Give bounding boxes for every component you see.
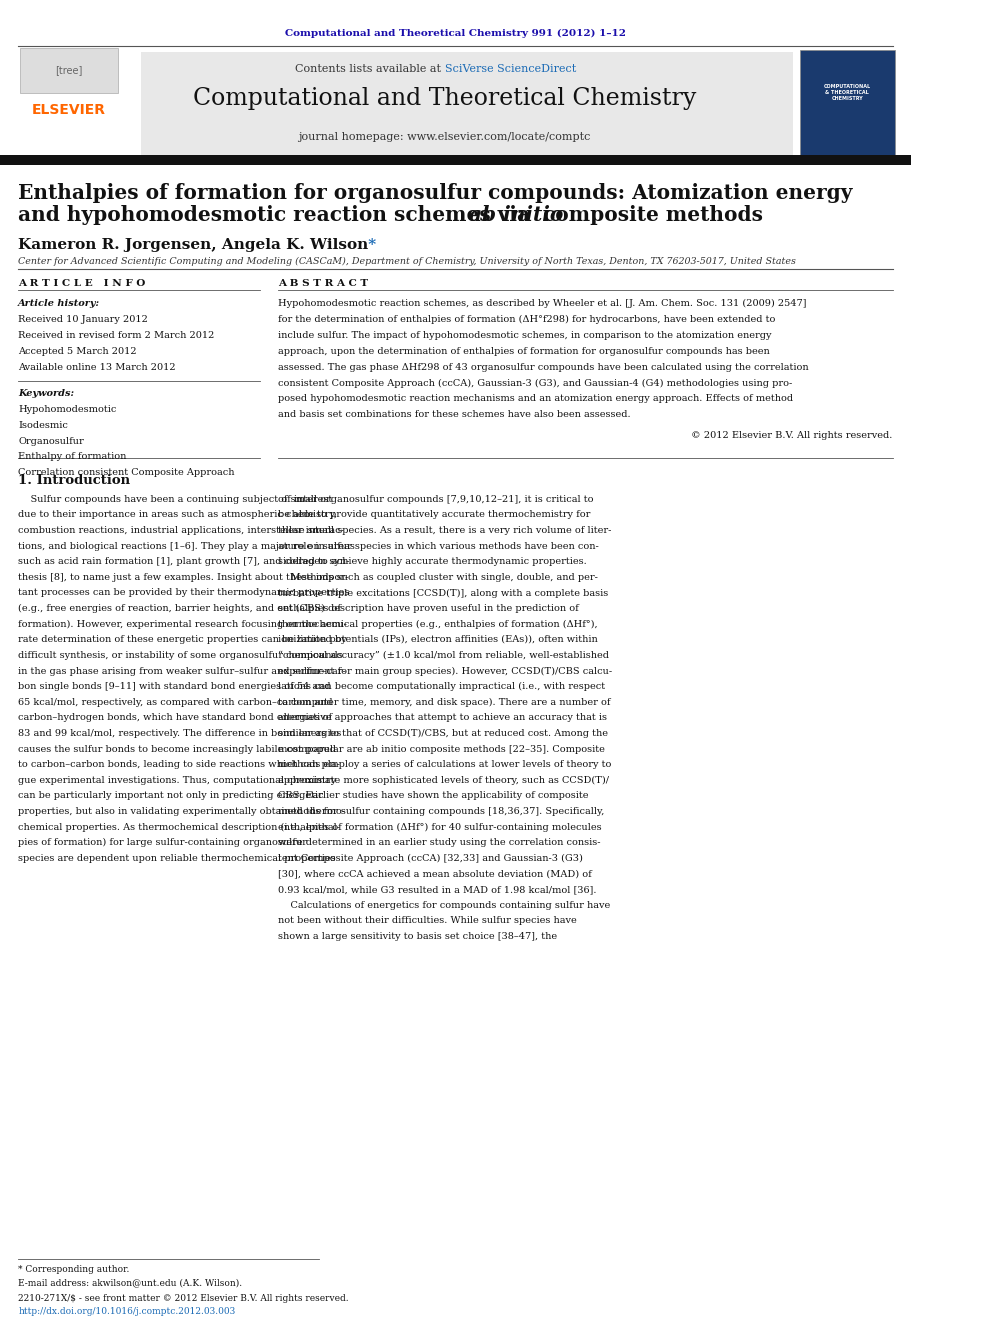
Text: Received in revised form 2 March 2012: Received in revised form 2 March 2012: [18, 331, 214, 340]
Text: shown a large sensitivity to basis set choice [38–47], the: shown a large sensitivity to basis set c…: [278, 931, 557, 941]
Text: [tree]: [tree]: [56, 65, 83, 75]
Text: Calculations of energetics for compounds containing sulfur have: Calculations of energetics for compounds…: [278, 901, 610, 910]
Text: approach, upon the determination of enthalpies of formation for organosulfur com: approach, upon the determination of enth…: [278, 347, 770, 356]
Text: Hypohomodesmotic: Hypohomodesmotic: [18, 405, 117, 414]
Text: set (CBS) description have proven useful in the prediction of: set (CBS) description have proven useful…: [278, 605, 578, 613]
Text: sidered to achieve highly accurate thermodynamic properties.: sidered to achieve highly accurate therm…: [278, 557, 586, 566]
Bar: [20, 48, 118, 93]
Text: alternative approaches that attempt to achieve an accuracy that is: alternative approaches that attempt to a…: [278, 713, 607, 722]
Text: were determined in an earlier study using the correlation consis-: were determined in an earlier study usin…: [278, 839, 600, 847]
Text: Organosulfur: Organosulfur: [18, 437, 84, 446]
Text: properties, but also in validating experimentally obtained thermo-: properties, but also in validating exper…: [18, 807, 345, 816]
Text: A R T I C L E   I N F O: A R T I C L E I N F O: [18, 279, 146, 288]
Text: journal homepage: www.elsevier.com/locate/comptc: journal homepage: www.elsevier.com/locat…: [299, 132, 591, 143]
Text: tions, and biological reactions [1–6]. They play a major role in areas: tions, and biological reactions [1–6]. T…: [18, 541, 355, 550]
Text: COMPUTATIONAL
& THEORETICAL
CHEMISTRY: COMPUTATIONAL & THEORETICAL CHEMISTRY: [823, 85, 871, 101]
Text: http://dx.doi.org/10.1016/j.comptc.2012.03.003: http://dx.doi.org/10.1016/j.comptc.2012.…: [18, 1307, 235, 1316]
Text: SciVerse ScienceDirect: SciVerse ScienceDirect: [444, 64, 575, 74]
Text: rate determination of these energetic properties can be limited by: rate determination of these energetic pr…: [18, 635, 347, 644]
Text: Accepted 5 March 2012: Accepted 5 March 2012: [18, 347, 137, 356]
Text: methods employ a series of calculations at lower levels of theory to: methods employ a series of calculations …: [278, 761, 611, 769]
Text: combustion reactions, industrial applications, interstellar interac-: combustion reactions, industrial applica…: [18, 527, 344, 534]
Text: Center for Advanced Scientific Computing and Modeling (CASCaM), Department of Ch: Center for Advanced Scientific Computing…: [18, 257, 797, 266]
Text: such as acid rain formation [1], plant growth [7], and collagen syn-: such as acid rain formation [1], plant g…: [18, 557, 349, 566]
Text: Computational and Theoretical Chemistry: Computational and Theoretical Chemistry: [192, 87, 696, 110]
Text: ELSEVIER: ELSEVIER: [32, 103, 106, 118]
Text: assessed. The gas phase ΔHf298 of 43 organosulfur compounds have been calculated: assessed. The gas phase ΔHf298 of 43 org…: [278, 363, 808, 372]
Text: Keywords:: Keywords:: [18, 389, 74, 398]
Text: causes the sulfur bonds to become increasingly labile compared: causes the sulfur bonds to become increa…: [18, 745, 336, 754]
Text: Available online 13 March 2012: Available online 13 March 2012: [18, 363, 176, 372]
Text: thesis [8], to name just a few examples. Insight about these impor-: thesis [8], to name just a few examples.…: [18, 573, 348, 582]
Text: consistent Composite Approach (ccCA), Gaussian-3 (G3), and Gaussian-4 (G4) metho: consistent Composite Approach (ccCA), Ga…: [278, 378, 793, 388]
Text: [30], where ccCA achieved a mean absolute deviation (MAD) of: [30], where ccCA achieved a mean absolut…: [278, 869, 591, 878]
Text: due to their importance in areas such as atmospheric chemistry,: due to their importance in areas such as…: [18, 511, 337, 520]
Text: in the gas phase arising from weaker sulfur–sulfur and sulfur–car-: in the gas phase arising from weaker sul…: [18, 667, 346, 676]
Text: enthalpies of formation (ΔHf°) for 40 sulfur-containing molecules: enthalpies of formation (ΔHf°) for 40 su…: [278, 823, 601, 832]
Text: include sulfur. The impact of hypohomodesmotic schemes, in comparison to the ato: include sulfur. The impact of hypohomode…: [278, 331, 772, 340]
Text: of small organosulfur compounds [7,9,10,12–21], it is critical to: of small organosulfur compounds [7,9,10,…: [278, 495, 593, 504]
Bar: [0, 155, 911, 165]
Text: and hypohomodesmotic reaction schemes via: and hypohomodesmotic reaction schemes vi…: [18, 205, 538, 225]
Text: and basis set combinations for these schemes have also been assessed.: and basis set combinations for these sch…: [278, 410, 631, 419]
Text: CBS. Earlier studies have shown the applicability of composite: CBS. Earlier studies have shown the appl…: [278, 791, 588, 800]
Text: methods for sulfur containing compounds [18,36,37]. Specifically,: methods for sulfur containing compounds …: [278, 807, 604, 816]
Text: species are dependent upon reliable thermochemical properties: species are dependent upon reliable ther…: [18, 853, 336, 863]
Text: lations can become computationally impractical (i.e., with respect: lations can become computationally impra…: [278, 683, 605, 691]
Text: Methods such as coupled cluster with single, double, and per-: Methods such as coupled cluster with sin…: [278, 573, 598, 582]
Text: Article history:: Article history:: [18, 299, 100, 308]
Text: Enthalpy of formation: Enthalpy of formation: [18, 452, 127, 462]
Text: formation). However, experimental research focusing on the accu-: formation). However, experimental resear…: [18, 619, 347, 628]
Text: Computational and Theoretical Chemistry 991 (2012) 1–12: Computational and Theoretical Chemistry …: [285, 29, 626, 38]
Text: Kameron R. Jorgensen, Angela K. Wilson: Kameron R. Jorgensen, Angela K. Wilson: [18, 238, 368, 253]
Text: these small species. As a result, there is a very rich volume of liter-: these small species. As a result, there …: [278, 527, 611, 534]
Text: © 2012 Elsevier B.V. All rights reserved.: © 2012 Elsevier B.V. All rights reserved…: [691, 431, 893, 441]
Text: * Corresponding author.: * Corresponding author.: [18, 1265, 130, 1274]
Text: (e.g., free energies of reaction, barrier heights, and enthalpies of: (e.g., free energies of reaction, barrie…: [18, 605, 341, 613]
Text: not been without their difficulties. While sulfur species have: not been without their difficulties. Whi…: [278, 917, 576, 925]
Text: tant processes can be provided by their thermodynamic properties: tant processes can be provided by their …: [18, 589, 349, 598]
Text: Sulfur compounds have been a continuing subject of interest: Sulfur compounds have been a continuing …: [18, 495, 332, 504]
Bar: [141, 52, 793, 155]
Text: can be particularly important not only in predicting energetic: can be particularly important not only i…: [18, 791, 323, 800]
Text: difficult synthesis, or instability of some organosulfur compounds: difficult synthesis, or instability of s…: [18, 651, 343, 660]
Text: ionization potentials (IPs), electron affinities (EAs)), often within: ionization potentials (IPs), electron af…: [278, 635, 597, 644]
Text: be able to provide quantitatively accurate thermochemistry for: be able to provide quantitatively accura…: [278, 511, 590, 520]
Text: gue experimental investigations. Thus, computational chemistry: gue experimental investigations. Thus, c…: [18, 775, 336, 785]
Text: thermochemical properties (e.g., enthalpies of formation (ΔHf°),: thermochemical properties (e.g., enthalp…: [278, 619, 597, 628]
Text: turbative triple excitations [CCSD(T)], along with a complete basis: turbative triple excitations [CCSD(T)], …: [278, 589, 608, 598]
Text: ature on sulfur species in which various methods have been con-: ature on sulfur species in which various…: [278, 541, 598, 550]
Text: carbon–hydrogen bonds, which have standard bond energies of: carbon–hydrogen bonds, which have standa…: [18, 713, 332, 722]
Text: for the determination of enthalpies of formation (ΔH°f298) for hydrocarbons, hav: for the determination of enthalpies of f…: [278, 315, 775, 324]
Text: A B S T R A C T: A B S T R A C T: [278, 279, 368, 288]
Text: 1. Introduction: 1. Introduction: [18, 474, 130, 487]
Text: *: *: [363, 238, 376, 253]
Text: tent Composite Approach (ccCA) [32,33] and Gaussian-3 (G3): tent Composite Approach (ccCA) [32,33] a…: [278, 853, 582, 863]
Text: 65 kcal/mol, respectively, as compared with carbon–carbon and: 65 kcal/mol, respectively, as compared w…: [18, 697, 333, 706]
Text: Received 10 January 2012: Received 10 January 2012: [18, 315, 148, 324]
Bar: [800, 50, 895, 156]
Text: to carbon–carbon bonds, leading to side reactions which can pla-: to carbon–carbon bonds, leading to side …: [18, 761, 340, 769]
Text: posed hypohomodesmotic reaction mechanisms and an atomization energy approach. E: posed hypohomodesmotic reaction mechanis…: [278, 394, 793, 404]
Text: 0.93 kcal/mol, while G3 resulted in a MAD of 1.98 kcal/mol [36].: 0.93 kcal/mol, while G3 resulted in a MA…: [278, 885, 596, 894]
Text: “chemical accuracy” (±1.0 kcal/mol from reliable, well-established: “chemical accuracy” (±1.0 kcal/mol from …: [278, 651, 609, 660]
Text: to computer time, memory, and disk space). There are a number of: to computer time, memory, and disk space…: [278, 697, 610, 706]
Text: Isodesmic: Isodesmic: [18, 421, 68, 430]
Text: most popular are ab initio composite methods [22–35]. Composite: most popular are ab initio composite met…: [278, 745, 605, 754]
Text: 2210-271X/$ - see front matter © 2012 Elsevier B.V. All rights reserved.: 2210-271X/$ - see front matter © 2012 El…: [18, 1294, 349, 1303]
Text: ab initio: ab initio: [469, 205, 563, 225]
Text: Contents lists available at: Contents lists available at: [295, 64, 444, 74]
Text: E-mail address: akwilson@unt.edu (A.K. Wilson).: E-mail address: akwilson@unt.edu (A.K. W…: [18, 1278, 242, 1287]
Text: approximate more sophisticated levels of theory, such as CCSD(T)/: approximate more sophisticated levels of…: [278, 775, 609, 785]
Text: composite methods: composite methods: [536, 205, 763, 225]
Text: chemical properties. As thermochemical description (i.e., enthal-: chemical properties. As thermochemical d…: [18, 823, 340, 832]
Text: bon single bonds [9–11] with standard bond energies of 54 and: bon single bonds [9–11] with standard bo…: [18, 683, 331, 691]
Text: pies of formation) for large sulfur-containing organosulfur: pies of formation) for large sulfur-cont…: [18, 839, 308, 847]
Text: Enthalpies of formation for organosulfur compounds: Atomization energy: Enthalpies of formation for organosulfur…: [18, 183, 852, 202]
Text: 83 and 99 kcal/mol, respectively. The difference in bond energies: 83 and 99 kcal/mol, respectively. The di…: [18, 729, 341, 738]
Text: Correlation consistent Composite Approach: Correlation consistent Composite Approac…: [18, 468, 235, 478]
Text: similar as to that of CCSD(T)/CBS, but at reduced cost. Among the: similar as to that of CCSD(T)/CBS, but a…: [278, 729, 608, 738]
Text: Hypohomodesmotic reaction schemes, as described by Wheeler et al. [J. Am. Chem. : Hypohomodesmotic reaction schemes, as de…: [278, 299, 806, 308]
Text: experiment for main group species). However, CCSD(T)/CBS calcu-: experiment for main group species). Howe…: [278, 667, 612, 676]
